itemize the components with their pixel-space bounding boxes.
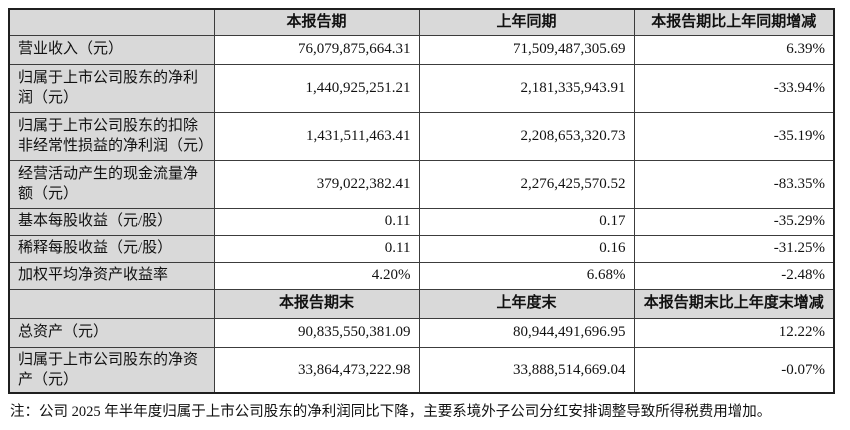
table-row-net-profit-excl-nonrecurring: 归属于上市公司股东的扣除非经常性损益的净利润（元） 1,431,511,463.…: [8, 111, 835, 161]
change-value: -35.19%: [633, 111, 835, 161]
table-row-diluted-eps: 稀释每股收益（元/股） 0.11 0.16 -31.25%: [8, 234, 835, 263]
change-value: -33.94%: [633, 63, 835, 113]
current-period-value: 33,864,473,222.98: [213, 346, 420, 394]
prior-period-value: 2,208,653,320.73: [418, 111, 635, 161]
change-value: -0.07%: [633, 346, 835, 394]
prior-period-value: 71,509,487,305.69: [418, 34, 635, 65]
table-row-operating-cash-flow: 经营活动产生的现金流量净额（元） 379,022,382.41 2,276,42…: [8, 159, 835, 209]
prior-period-value: 2,276,425,570.52: [418, 159, 635, 209]
row-label: 归属于上市公司股东的净资产（元）: [8, 346, 215, 394]
change-value: -31.25%: [633, 234, 835, 263]
current-period-value: 0.11: [213, 234, 420, 263]
current-period-value: 1,431,511,463.41: [213, 111, 420, 161]
col-header-current-period: 本报告期: [213, 8, 420, 36]
table-row-weighted-avg-roe: 加权平均净资产收益率 4.20% 6.68% -2.48%: [8, 261, 835, 290]
current-period-value: 0.11: [213, 207, 420, 236]
col-header-prior-year-end: 上年度末: [418, 288, 635, 319]
row-label: 营业收入（元）: [8, 34, 215, 65]
current-period-value: 379,022,382.41: [213, 159, 420, 209]
row-label: 总资产（元）: [8, 317, 215, 348]
current-period-value: 1,440,925,251.21: [213, 63, 420, 113]
prior-period-value: 0.17: [418, 207, 635, 236]
period-end-header-row: 本报告期末 上年度末 本报告期末比上年度末增减: [8, 288, 835, 319]
period-header-row: 本报告期 上年同期 本报告期比上年同期增减: [8, 8, 835, 36]
table-row-net-profit: 归属于上市公司股东的净利润（元） 1,440,925,251.21 2,181,…: [8, 63, 835, 113]
col-header-prior-period: 上年同期: [418, 8, 635, 36]
row-label: 经营活动产生的现金流量净额（元）: [8, 159, 215, 209]
row-label: 加权平均净资产收益率: [8, 261, 215, 290]
prior-period-value: 80,944,491,696.95: [418, 317, 635, 348]
corner-cell: [8, 288, 215, 319]
table-row-net-assets: 归属于上市公司股东的净资产（元） 33,864,473,222.98 33,88…: [8, 346, 835, 394]
current-period-value: 90,835,550,381.09: [213, 317, 420, 348]
current-period-value: 76,079,875,664.31: [213, 34, 420, 65]
change-value: 6.39%: [633, 34, 835, 65]
col-header-current-period-end: 本报告期末: [213, 288, 420, 319]
col-header-period-end-change: 本报告期末比上年度末增减: [633, 288, 835, 319]
prior-period-value: 0.16: [418, 234, 635, 263]
row-label: 归属于上市公司股东的扣除非经常性损益的净利润（元）: [8, 111, 215, 161]
prior-period-value: 2,181,335,943.91: [418, 63, 635, 113]
change-value: -35.29%: [633, 207, 835, 236]
change-value: -83.35%: [633, 159, 835, 209]
change-value: 12.22%: [633, 317, 835, 348]
row-label: 归属于上市公司股东的净利润（元）: [8, 63, 215, 113]
prior-period-value: 6.68%: [418, 261, 635, 290]
row-label: 基本每股收益（元/股）: [8, 207, 215, 236]
corner-cell: [8, 8, 215, 36]
footnote: 注：公司 2025 年半年度归属于上市公司股东的净利润同比下降，主要系境外子公司…: [10, 404, 772, 420]
row-label: 稀释每股收益（元/股）: [8, 234, 215, 263]
table-row-revenue: 营业收入（元） 76,079,875,664.31 71,509,487,305…: [8, 34, 835, 65]
col-header-period-change: 本报告期比上年同期增减: [633, 8, 835, 36]
change-value: -2.48%: [633, 261, 835, 290]
financial-summary-table: 本报告期 上年同期 本报告期比上年同期增减 营业收入（元） 76,079,875…: [8, 8, 835, 394]
current-period-value: 4.20%: [213, 261, 420, 290]
table-row-total-assets: 总资产（元） 90,835,550,381.09 80,944,491,696.…: [8, 317, 835, 348]
prior-period-value: 33,888,514,669.04: [418, 346, 635, 394]
table-row-basic-eps: 基本每股收益（元/股） 0.11 0.17 -35.29%: [8, 207, 835, 236]
